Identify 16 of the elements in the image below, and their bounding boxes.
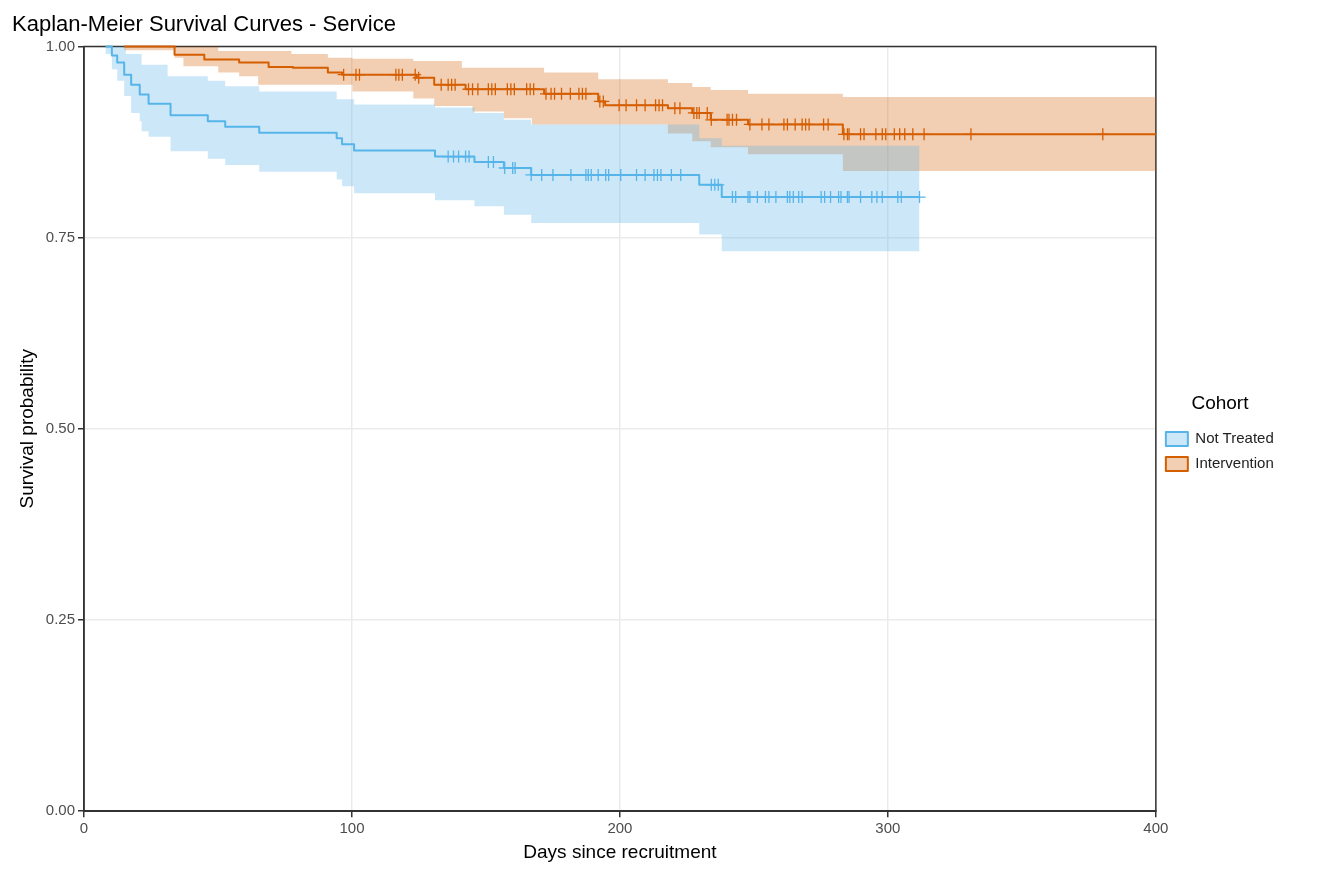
x-axis-title: Days since recruitment [523,840,718,862]
y-tick-label: 1.00 [45,36,75,54]
y-tick-label: 0.25 [45,610,75,628]
y-tick-label: 0.50 [45,418,75,436]
y-tick-label: 0.00 [45,801,75,819]
y-tick-label: 0.75 [45,227,75,245]
legend-label: Not Treated [1195,429,1274,447]
x-tick-label: 200 [607,819,633,837]
x-tick-label: 100 [339,819,365,837]
legend-title: Cohort [1191,392,1250,414]
x-tick-label: 300 [875,819,901,837]
x-tick-label: 400 [1143,819,1169,837]
legend-label: Intervention [1195,454,1274,472]
y-axis-title: Survival probability [15,348,37,509]
chart-title: Kaplan-Meier Survival Curves - Service [12,11,396,37]
x-tick-label: 0 [79,819,89,837]
